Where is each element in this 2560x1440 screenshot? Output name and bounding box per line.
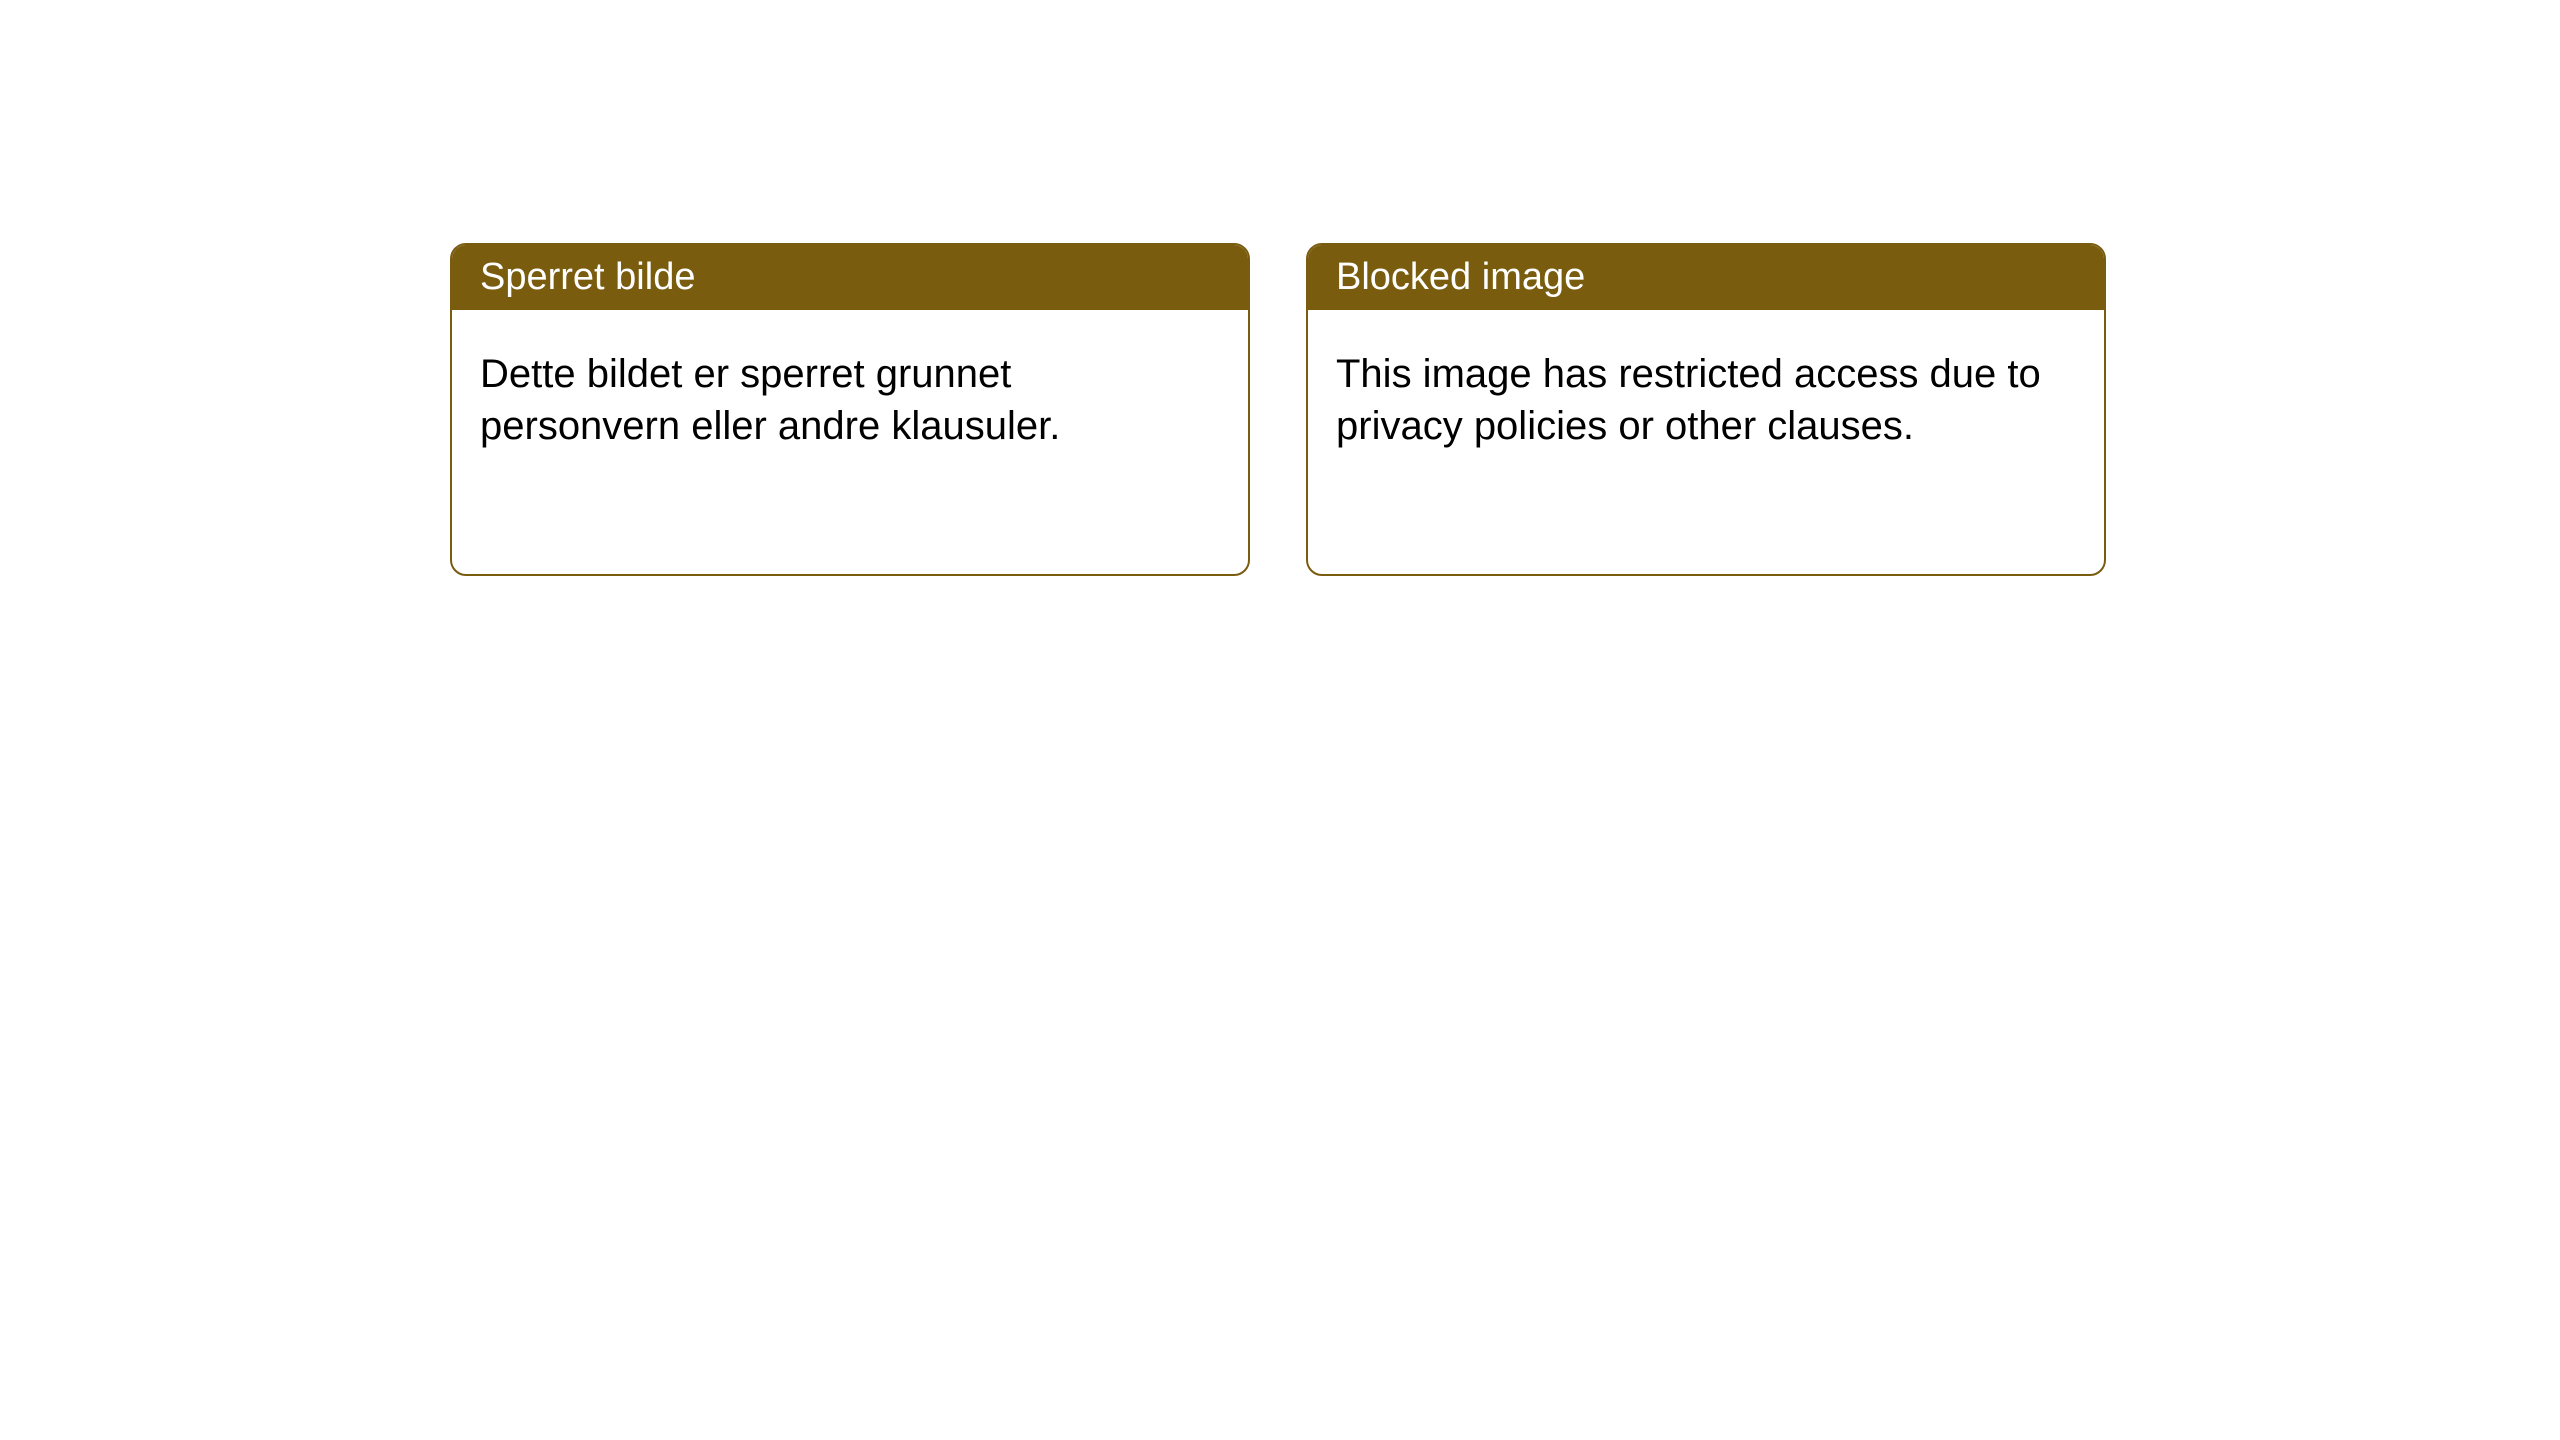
notice-card-norwegian: Sperret bilde Dette bildet er sperret gr… [450,243,1250,576]
notice-card-title: Blocked image [1308,245,2104,310]
notice-card-body: This image has restricted access due to … [1308,310,2104,490]
notice-card-body: Dette bildet er sperret grunnet personve… [452,310,1248,490]
notice-cards-container: Sperret bilde Dette bildet er sperret gr… [450,243,2106,576]
notice-card-english: Blocked image This image has restricted … [1306,243,2106,576]
notice-card-title: Sperret bilde [452,245,1248,310]
